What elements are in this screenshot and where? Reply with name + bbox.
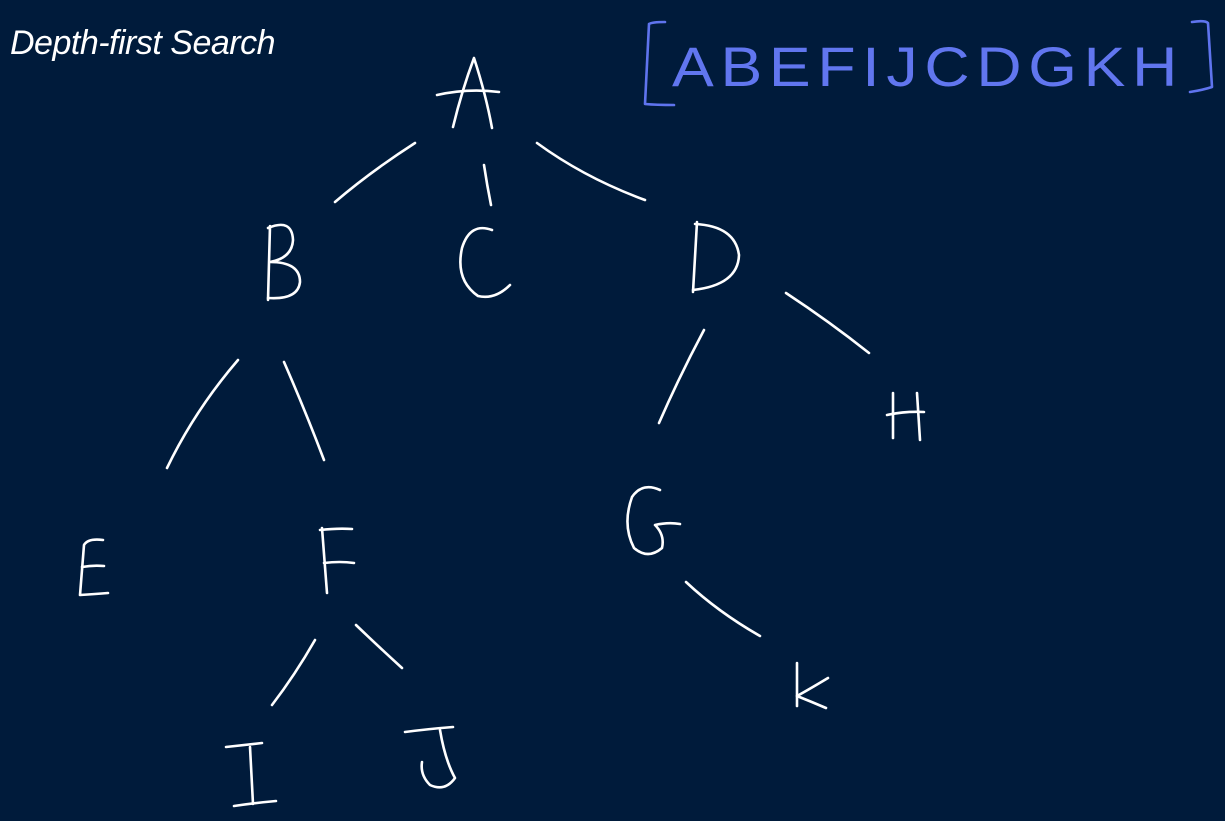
edge-b-f — [282, 360, 326, 462]
edge-g-k — [684, 580, 762, 638]
node-e — [78, 538, 110, 597]
edge-a-b — [333, 141, 417, 204]
edge-d-g — [657, 328, 706, 425]
edge-f-j — [354, 623, 404, 670]
node-d — [691, 220, 741, 294]
right-bracket — [1188, 19, 1214, 94]
traversal-order-text: ABEFIJCDGKH — [672, 35, 1184, 98]
edge-d-h — [784, 291, 871, 355]
node-i — [224, 741, 278, 808]
node-a — [435, 56, 501, 130]
page-title: Depth-first Search — [10, 24, 276, 62]
edge-b-e — [165, 358, 240, 470]
traversal-result: ABEFIJCDGKH — [643, 19, 1214, 107]
node-f — [318, 526, 356, 595]
node-g — [626, 485, 682, 556]
tree-edges — [165, 141, 871, 707]
node-k — [795, 661, 830, 710]
tree-nodes — [78, 56, 926, 808]
edge-a-d — [535, 141, 647, 202]
node-j — [403, 725, 457, 789]
left-bracket — [643, 20, 676, 107]
node-h — [885, 391, 926, 442]
node-c — [459, 226, 512, 299]
edge-f-i — [270, 638, 317, 707]
node-b — [266, 223, 302, 302]
edge-a-c — [482, 163, 493, 207]
